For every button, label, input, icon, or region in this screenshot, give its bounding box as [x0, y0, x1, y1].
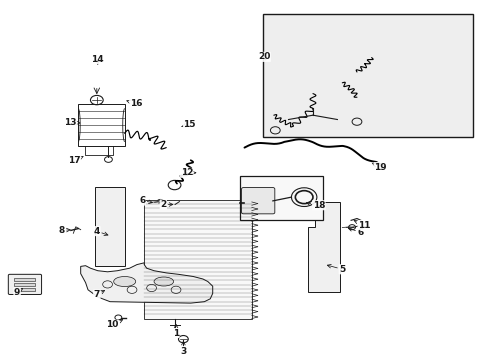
- Polygon shape: [81, 263, 212, 303]
- Text: 9: 9: [14, 288, 22, 297]
- Bar: [14, 278, 35, 281]
- Text: 3: 3: [180, 341, 186, 356]
- Text: 10: 10: [106, 320, 122, 329]
- Bar: [78, 104, 124, 146]
- Text: 19: 19: [371, 163, 386, 171]
- Text: 1: 1: [173, 324, 179, 338]
- Text: 18: 18: [306, 201, 325, 210]
- Polygon shape: [307, 202, 339, 292]
- Bar: [263, 14, 472, 137]
- Text: 13: 13: [64, 118, 80, 127]
- Text: 8: 8: [59, 226, 70, 235]
- Bar: [144, 200, 251, 319]
- Text: 11: 11: [353, 220, 370, 230]
- FancyBboxPatch shape: [241, 188, 274, 214]
- Text: 20: 20: [257, 52, 270, 61]
- Bar: [239, 176, 322, 220]
- Ellipse shape: [113, 276, 136, 287]
- Text: 4: 4: [93, 227, 108, 236]
- Ellipse shape: [154, 277, 173, 286]
- FancyBboxPatch shape: [8, 274, 41, 294]
- Bar: [14, 288, 35, 291]
- Text: 6: 6: [139, 196, 152, 205]
- Text: 15: 15: [181, 120, 196, 129]
- Text: 7: 7: [93, 290, 104, 299]
- Text: 14: 14: [91, 55, 104, 64]
- Text: 17: 17: [68, 156, 83, 165]
- Text: 5: 5: [326, 264, 345, 274]
- Bar: [95, 187, 124, 266]
- Bar: [14, 283, 35, 286]
- Text: 16: 16: [126, 99, 142, 108]
- Text: 2: 2: [160, 200, 172, 209]
- Text: 12: 12: [180, 168, 195, 177]
- Text: 6: 6: [347, 228, 363, 237]
